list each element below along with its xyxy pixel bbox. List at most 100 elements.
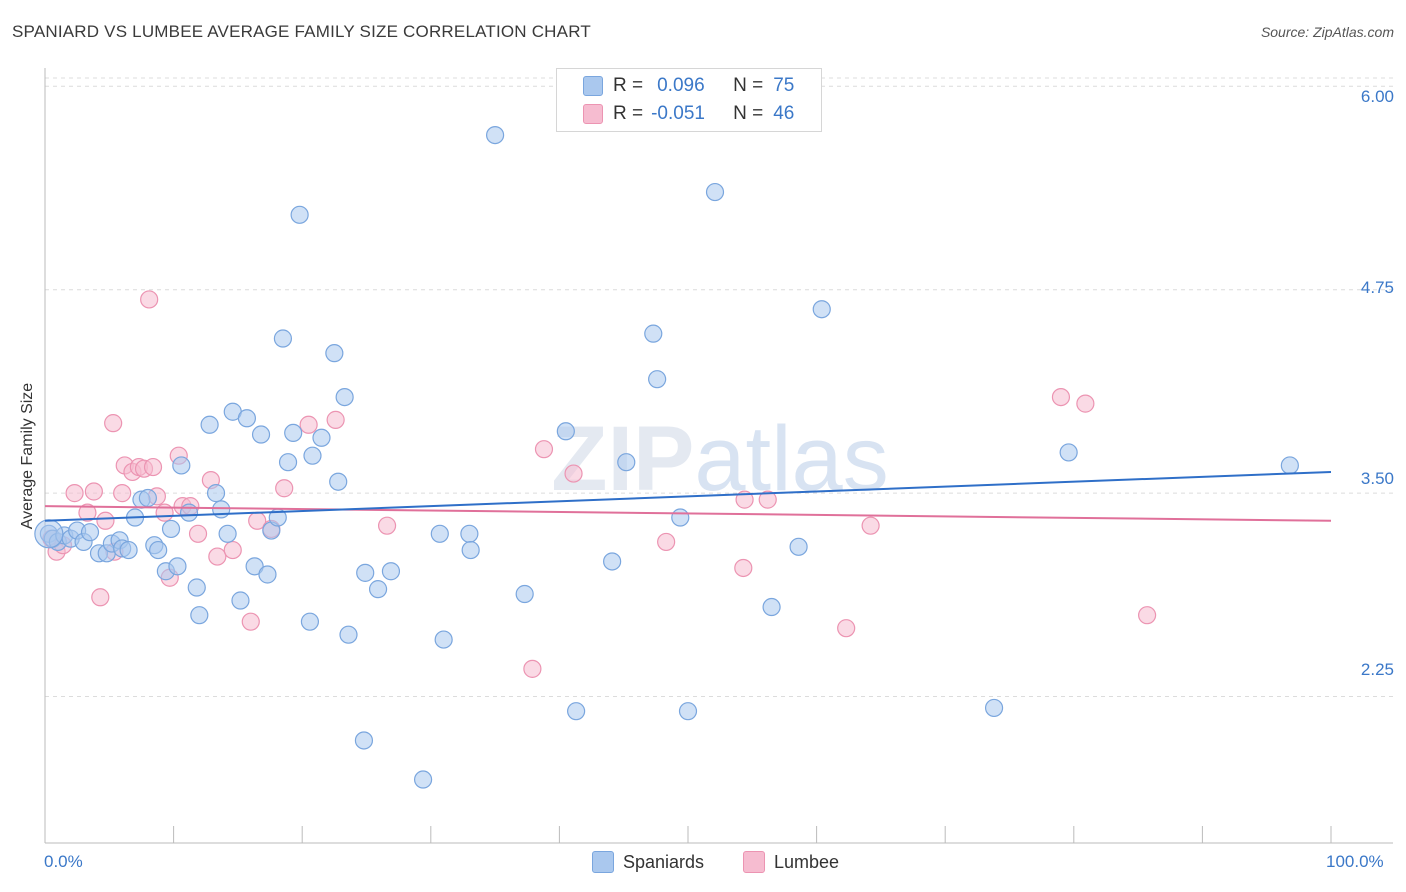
data-point	[460, 524, 479, 543]
data-point	[1138, 606, 1157, 625]
spaniards-trend-line	[44, 470, 1332, 522]
data-point	[161, 519, 181, 539]
data-point	[80, 523, 100, 542]
data-point	[1051, 388, 1071, 407]
data-point	[78, 503, 97, 522]
data-point	[190, 606, 209, 625]
stats-legend: R = 0.096 N = 75 R = -0.051 N = 46	[556, 68, 822, 132]
data-point	[312, 428, 331, 447]
data-point	[356, 563, 375, 582]
y-tick-label: 6.00	[1360, 87, 1394, 106]
chart-title: SPANIARD VS LUMBEE AVERAGE FAMILY SIZE C…	[12, 22, 591, 41]
trend-lines	[44, 470, 1332, 522]
n-label: N =	[733, 103, 764, 124]
legend-item-spaniards: Spaniards	[592, 851, 704, 873]
data-point	[237, 409, 257, 428]
data-point	[1076, 394, 1095, 413]
data-point	[138, 488, 157, 508]
x-tick-label-min: 0.0%	[44, 852, 83, 871]
y-tick-label: 4.75	[1360, 278, 1394, 297]
legend-label: Lumbee	[774, 851, 840, 872]
data-point	[644, 324, 663, 343]
r-label: R =	[613, 103, 644, 124]
data-point	[758, 490, 777, 509]
data-point	[140, 290, 159, 309]
lumbee-trend-line	[44, 505, 1332, 522]
data-point	[671, 508, 690, 527]
r-value: 0.096	[657, 75, 705, 96]
data-point	[251, 425, 271, 444]
data-point	[104, 414, 123, 433]
data-point	[84, 482, 103, 501]
data-point	[523, 659, 542, 678]
n-value: 75	[773, 75, 795, 96]
data-point	[275, 479, 294, 498]
data-point	[188, 524, 208, 543]
data-point	[1280, 456, 1299, 475]
data-point	[413, 770, 433, 789]
data-point	[96, 511, 115, 530]
data-point	[564, 464, 583, 483]
data-point	[335, 388, 354, 407]
data-point	[113, 484, 132, 503]
data-point	[300, 612, 320, 631]
data-point	[534, 440, 554, 459]
data-point	[617, 453, 636, 472]
y-axis-label: Average Family Size	[19, 382, 36, 530]
data-point	[179, 503, 199, 522]
data-point	[143, 457, 163, 477]
data-point	[168, 557, 187, 576]
data-point	[789, 537, 808, 556]
data-point	[1059, 443, 1078, 462]
legend-item-lumbee: Lumbee	[743, 851, 839, 873]
data-point	[567, 702, 586, 721]
x-tick-label-max: 100.0%	[1326, 852, 1384, 871]
data-point	[241, 612, 260, 631]
data-point	[208, 547, 227, 566]
lumbee-swatch	[583, 104, 603, 124]
data-point	[34, 519, 64, 549]
data-point	[65, 484, 84, 503]
data-point	[223, 540, 242, 560]
data-point	[515, 584, 534, 604]
data-point	[290, 205, 309, 224]
data-point	[657, 532, 676, 552]
legend-row-lumbee: R = -0.051 N = 46	[583, 101, 794, 127]
data-point	[434, 630, 453, 649]
data-point	[325, 344, 344, 363]
data-point	[278, 453, 298, 472]
data-point	[984, 698, 1004, 718]
data-point	[837, 619, 856, 638]
data-point	[861, 516, 880, 535]
legend-row-spaniards: R = 0.096 N = 75	[583, 73, 794, 99]
data-point	[187, 578, 206, 597]
r-value: -0.051	[651, 103, 705, 124]
n-value: 46	[773, 103, 795, 124]
data-point	[603, 552, 622, 571]
n-label: N =	[733, 75, 764, 96]
data-point	[218, 524, 237, 543]
data-point	[377, 516, 397, 535]
data-point	[149, 540, 168, 560]
axes	[44, 68, 1393, 844]
r-label: R =	[613, 75, 644, 96]
data-point	[273, 329, 293, 348]
data-point	[299, 415, 318, 434]
data-point	[200, 415, 219, 434]
data-point	[812, 300, 831, 319]
data-point	[258, 565, 277, 584]
data-point	[231, 591, 250, 610]
data-point	[91, 588, 110, 607]
data-point	[212, 500, 231, 519]
data-point	[430, 524, 449, 543]
data-point	[326, 410, 345, 429]
data-point	[705, 182, 725, 202]
data-point	[119, 540, 138, 560]
data-point	[329, 472, 348, 491]
data-point	[762, 597, 781, 617]
data-point	[461, 540, 480, 560]
spaniards-swatch	[583, 76, 603, 96]
y-tick-label: 3.50	[1360, 469, 1394, 488]
data-point	[678, 702, 698, 721]
